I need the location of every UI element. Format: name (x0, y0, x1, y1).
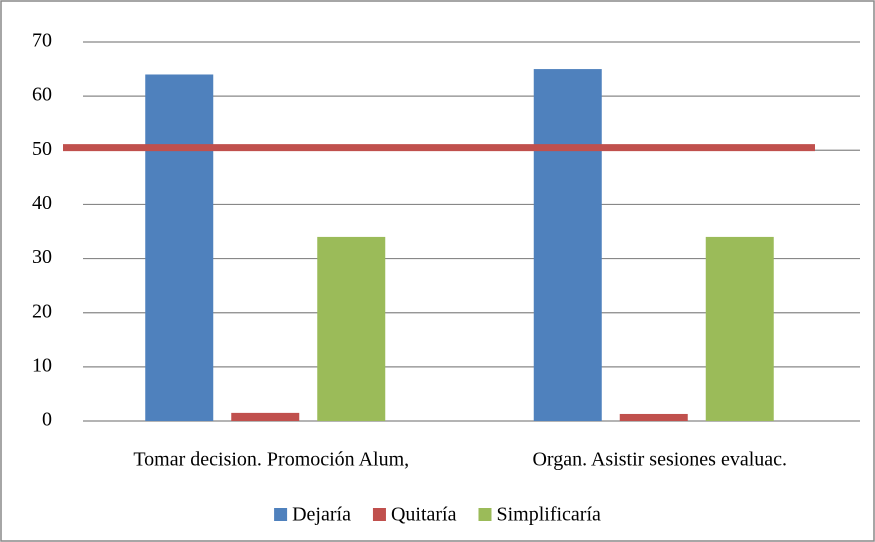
x-tick-label: Tomar decision. Promoción Alum, (133, 449, 409, 471)
y-tick-label: 40 (32, 192, 52, 214)
bar (231, 412, 300, 421)
y-tick-label: 60 (32, 84, 52, 106)
bar (705, 236, 774, 421)
legend-swatch (274, 508, 288, 521)
bar (619, 413, 688, 421)
bar (317, 236, 386, 421)
legend-label: Dejaría (292, 504, 351, 526)
bar (533, 69, 602, 422)
legend-label: Simplificaría (496, 504, 601, 526)
y-tick-label: 10 (32, 354, 52, 376)
y-tick-label: 70 (32, 30, 52, 52)
y-tick-label: 30 (32, 246, 52, 268)
x-tick-label: Organ. Asistir sesiones evaluac. (532, 449, 787, 471)
legend-swatch (478, 508, 492, 521)
bar (145, 74, 214, 421)
y-tick-label: 20 (32, 300, 52, 322)
legend-swatch (372, 508, 386, 521)
y-tick-label: 50 (32, 138, 52, 160)
y-tick-label: 0 (42, 409, 52, 431)
legend-label: Quitaría (391, 504, 457, 526)
